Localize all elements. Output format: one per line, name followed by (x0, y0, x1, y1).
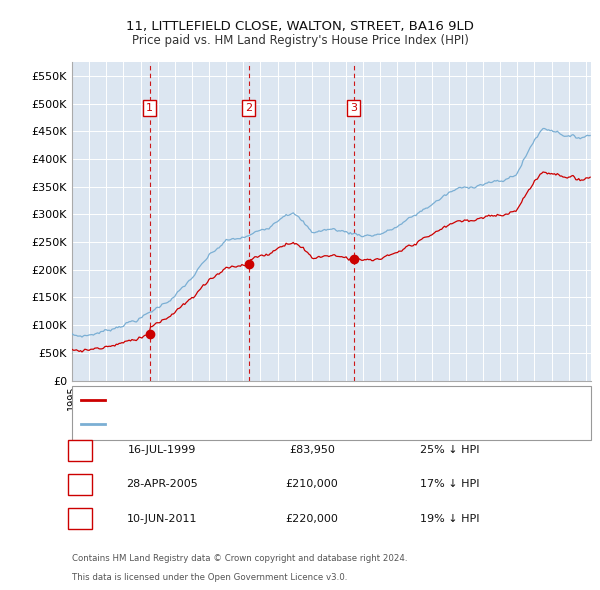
Text: £210,000: £210,000 (286, 480, 338, 489)
Text: 11, LITTLEFIELD CLOSE, WALTON, STREET, BA16 9LD (detached house): 11, LITTLEFIELD CLOSE, WALTON, STREET, B… (110, 395, 478, 405)
Text: 3: 3 (77, 514, 85, 523)
Text: This data is licensed under the Open Government Licence v3.0.: This data is licensed under the Open Gov… (72, 573, 347, 582)
Text: 10-JUN-2011: 10-JUN-2011 (127, 514, 197, 523)
Text: Price paid vs. HM Land Registry's House Price Index (HPI): Price paid vs. HM Land Registry's House … (131, 34, 469, 47)
Text: 25% ↓ HPI: 25% ↓ HPI (420, 445, 479, 455)
Text: 2: 2 (77, 480, 85, 489)
Text: 1: 1 (146, 103, 153, 113)
Text: 17% ↓ HPI: 17% ↓ HPI (420, 480, 479, 489)
Text: 28-APR-2005: 28-APR-2005 (126, 480, 198, 489)
Text: £220,000: £220,000 (286, 514, 338, 523)
Text: 3: 3 (350, 103, 357, 113)
Text: £83,950: £83,950 (289, 445, 335, 455)
Text: 16-JUL-1999: 16-JUL-1999 (128, 445, 196, 455)
Text: Contains HM Land Registry data © Crown copyright and database right 2024.: Contains HM Land Registry data © Crown c… (72, 554, 407, 563)
Text: 2: 2 (245, 103, 253, 113)
Text: 11, LITTLEFIELD CLOSE, WALTON, STREET, BA16 9LD: 11, LITTLEFIELD CLOSE, WALTON, STREET, B… (126, 20, 474, 33)
Text: 19% ↓ HPI: 19% ↓ HPI (420, 514, 479, 523)
Text: 1: 1 (77, 445, 85, 455)
Text: HPI: Average price, detached house, Somerset: HPI: Average price, detached house, Some… (110, 419, 353, 428)
